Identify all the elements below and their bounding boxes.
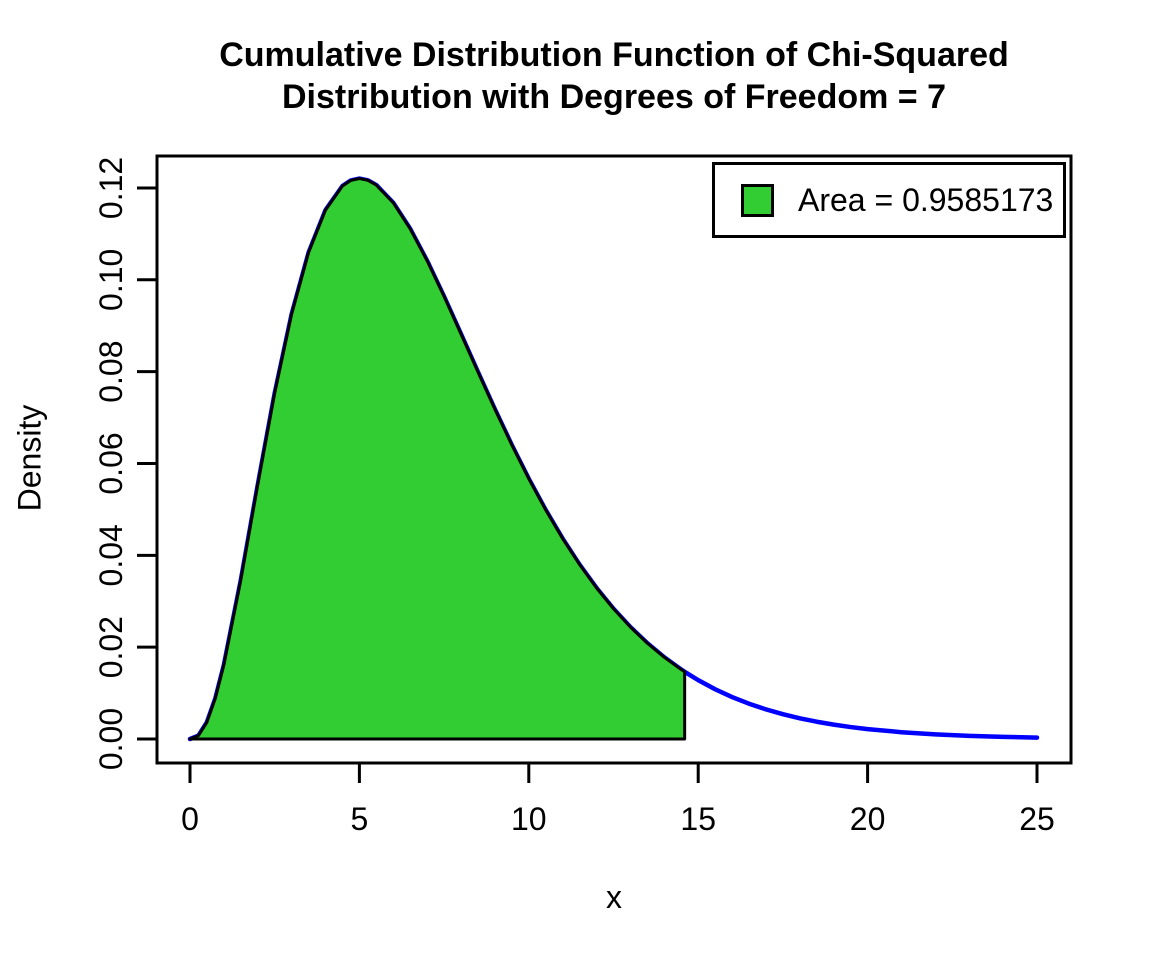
y-axis-label: Density	[11, 404, 48, 512]
legend-box: Area = 0.9585173	[712, 162, 1066, 238]
legend-label: Area = 0.9585173	[798, 181, 1054, 218]
y-tick-label: 0.12	[93, 157, 129, 219]
y-tick-label: 0.04	[93, 524, 129, 586]
chart-title-line1: Cumulative Distribution Function of Chi-…	[219, 36, 1009, 74]
x-tick-label: 5	[351, 801, 369, 837]
legend-swatch-icon	[741, 183, 774, 217]
y-tick-label: 0.00	[93, 708, 129, 770]
chart-title-line2: Distribution with Degrees of Freedom = 7	[281, 78, 947, 116]
x-tick-label: 10	[511, 801, 547, 837]
y-tick-label: 0.08	[93, 340, 129, 402]
chart-title: Cumulative Distribution Function of Chi-…	[157, 34, 1071, 118]
x-tick-label: 20	[850, 801, 886, 837]
y-tick-label: 0.10	[93, 249, 129, 311]
y-tick-label: 0.06	[93, 432, 129, 494]
x-tick-label: 15	[680, 801, 716, 837]
plot-box	[155, 154, 1073, 765]
x-tick-label: 25	[1019, 801, 1055, 837]
x-axis-label: x	[606, 879, 622, 915]
x-tick-label: 0	[181, 801, 199, 837]
y-tick-label: 0.02	[93, 616, 129, 678]
shaded-area-polygon	[188, 177, 687, 741]
